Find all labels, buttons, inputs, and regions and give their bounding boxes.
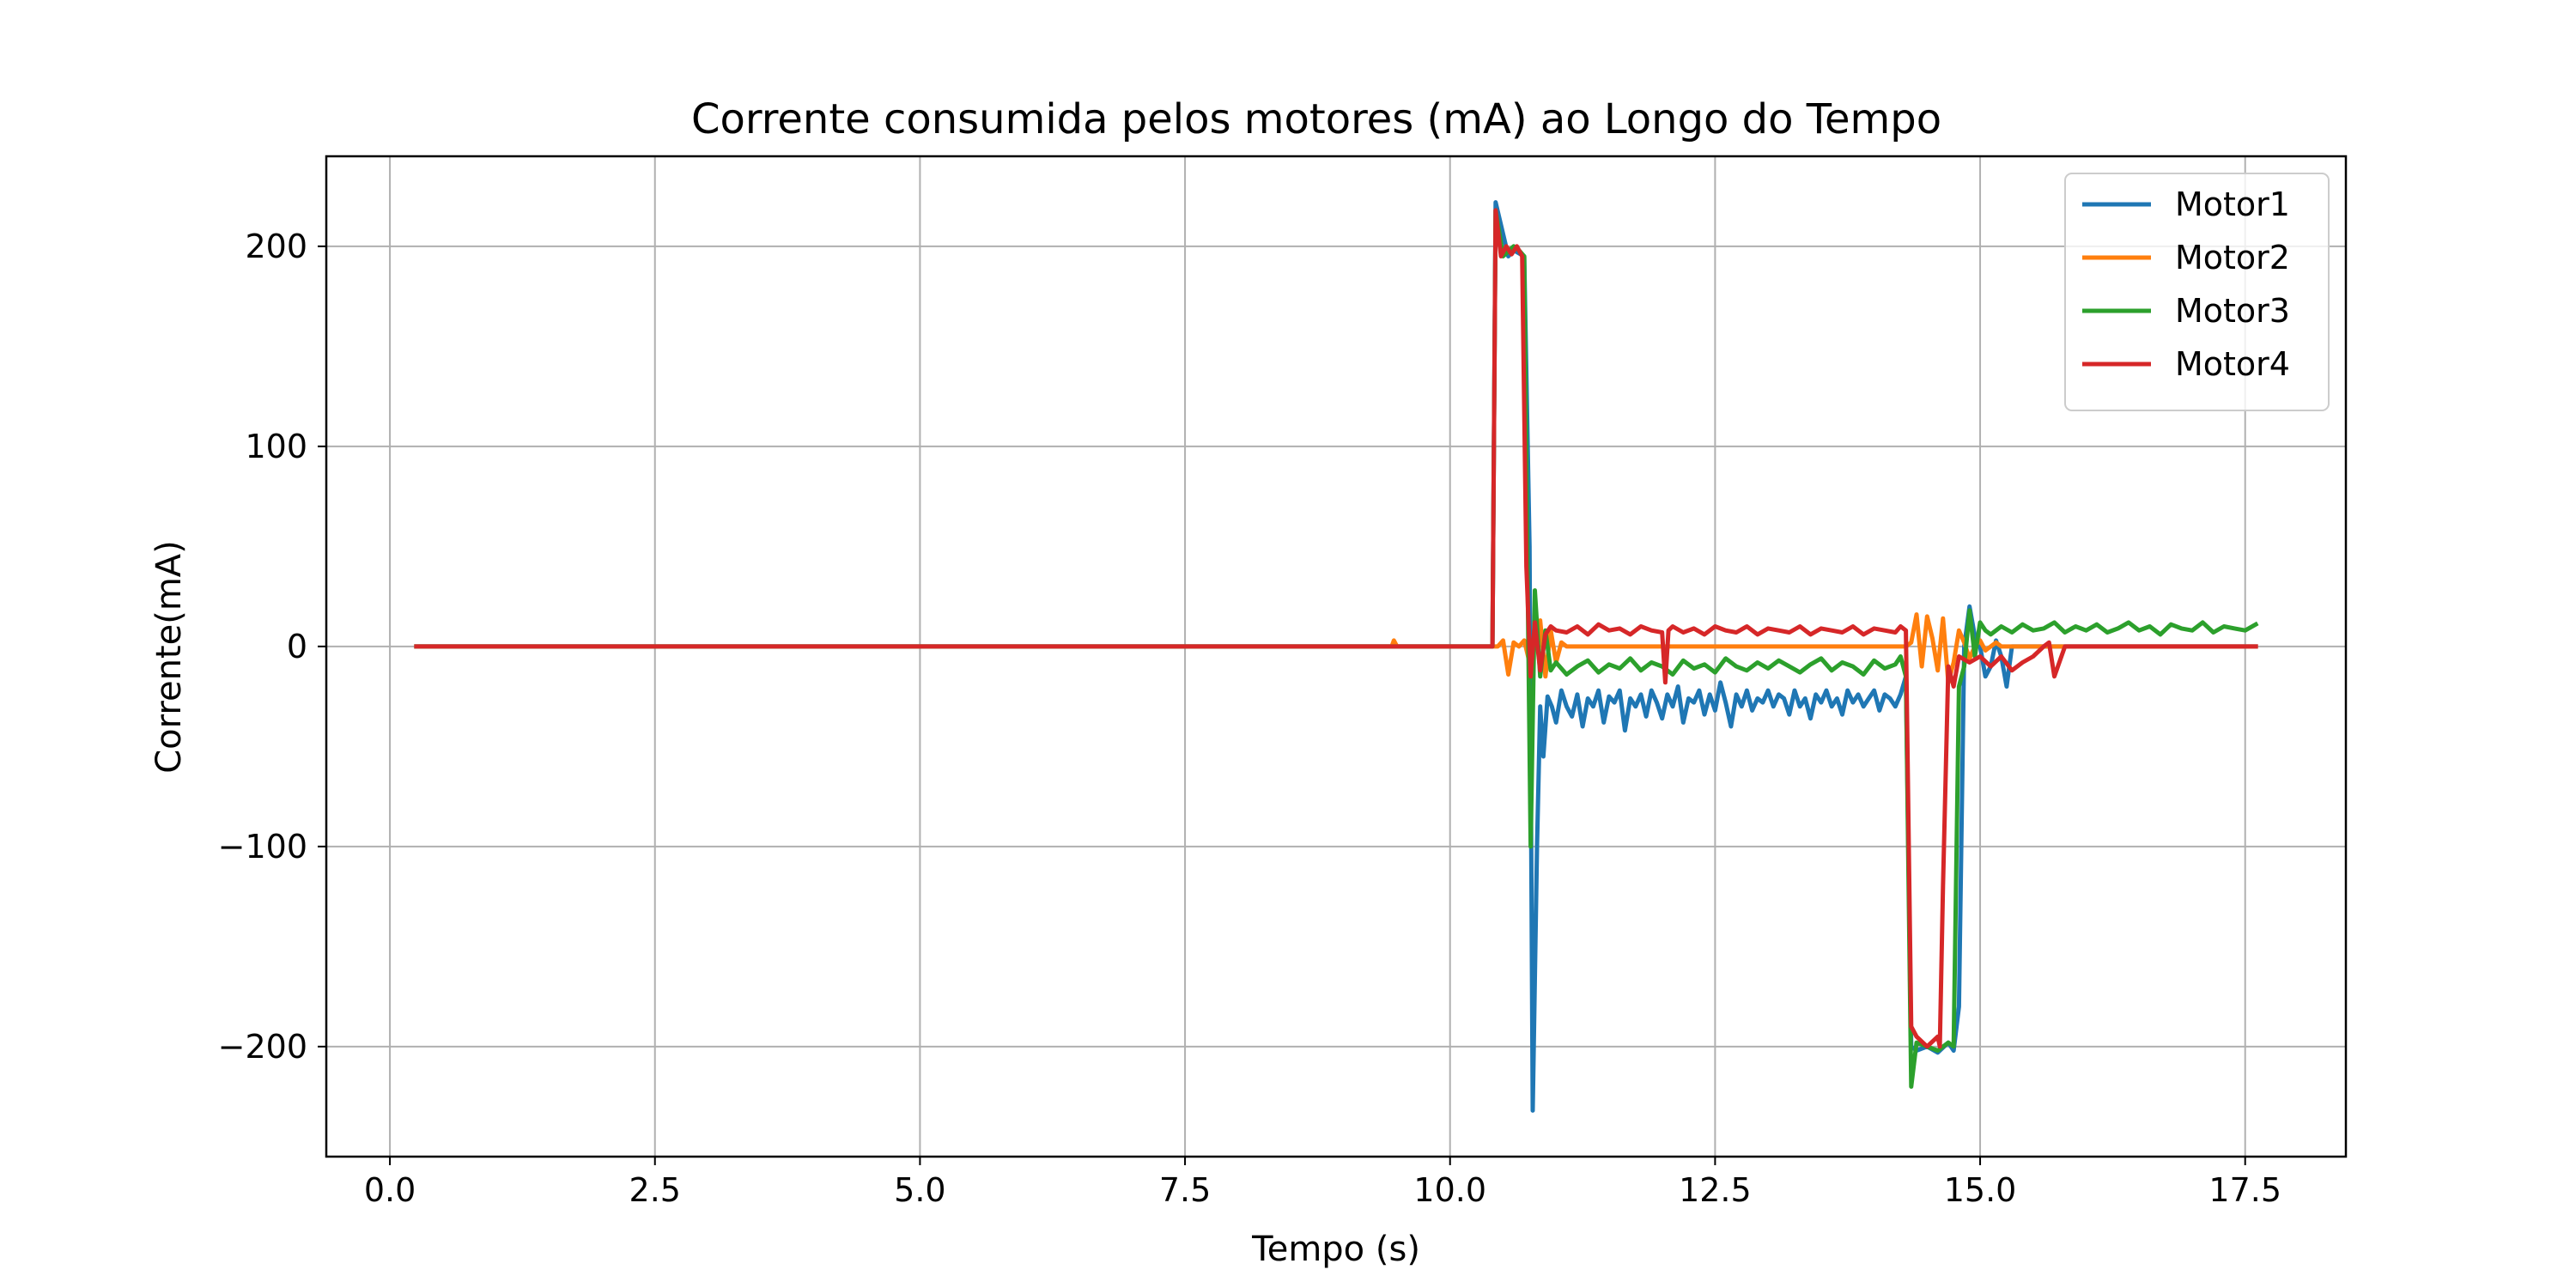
y-tick-label: −200 [218,1028,307,1066]
legend-label: Motor2 [2175,239,2290,276]
x-tick-label: 0.0 [364,1171,416,1209]
series-line-motor4 [414,208,2258,1049]
x-tick-label: 2.5 [629,1171,681,1209]
x-tick-label: 12.5 [1679,1171,1752,1209]
x-tick-label: 5.0 [894,1171,945,1209]
axis-ticks: 0.0 2.5 5.0 7.5 10.0 12.5 15.0 17.5 −200 −100 0 100… [218,228,2281,1209]
x-tick-label: 15.0 [1944,1171,2017,1209]
legend-label: Motor3 [2175,292,2290,330]
y-tick-label: −100 [218,828,307,866]
series-lines [414,200,2259,1113]
series-line-motor3 [414,208,2259,1089]
legend-box [2064,173,2330,411]
x-tick-label: 7.5 [1159,1171,1211,1209]
x-tick-label: 17.5 [2208,1171,2281,1209]
legend-label: Motor1 [2175,185,2290,223]
chart-title: Corrente consumida pelos motores (mA) ao… [691,95,1941,143]
x-axis-label: Tempo (s) [1251,1230,1420,1269]
y-axis-label: Corrente(mA) [149,540,189,774]
y-tick-label: 100 [245,428,307,465]
plot-frame [325,155,2348,1158]
y-tick-label: 200 [245,228,307,265]
legend: Motor1 Motor2 Motor3 Motor4 [2064,173,2330,411]
x-tick-label: 10.0 [1413,1171,1486,1209]
series-line-motor2 [414,612,2258,685]
y-tick-label: 0 [287,628,307,665]
legend-label: Motor4 [2175,345,2290,383]
